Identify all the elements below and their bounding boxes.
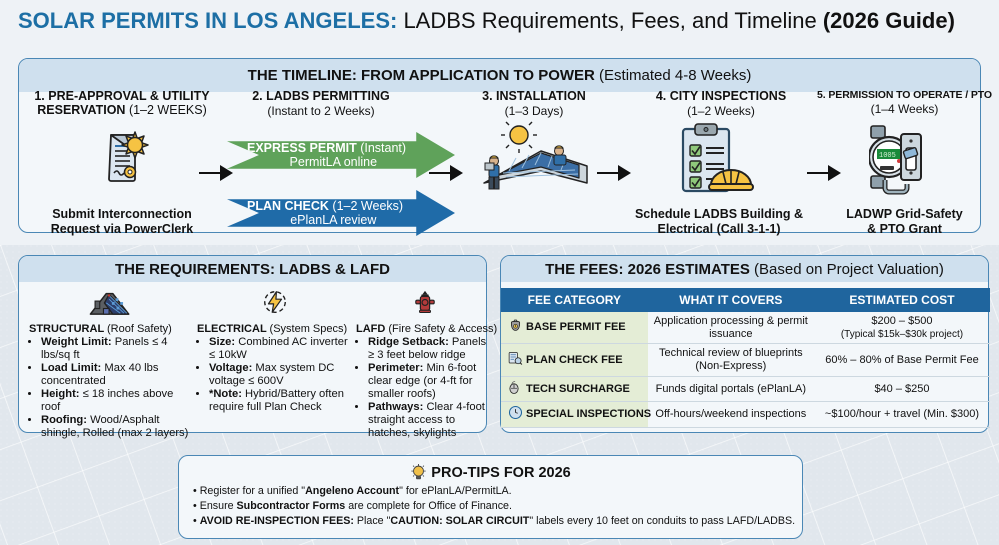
svg-text:1005: 1005: [879, 152, 896, 160]
